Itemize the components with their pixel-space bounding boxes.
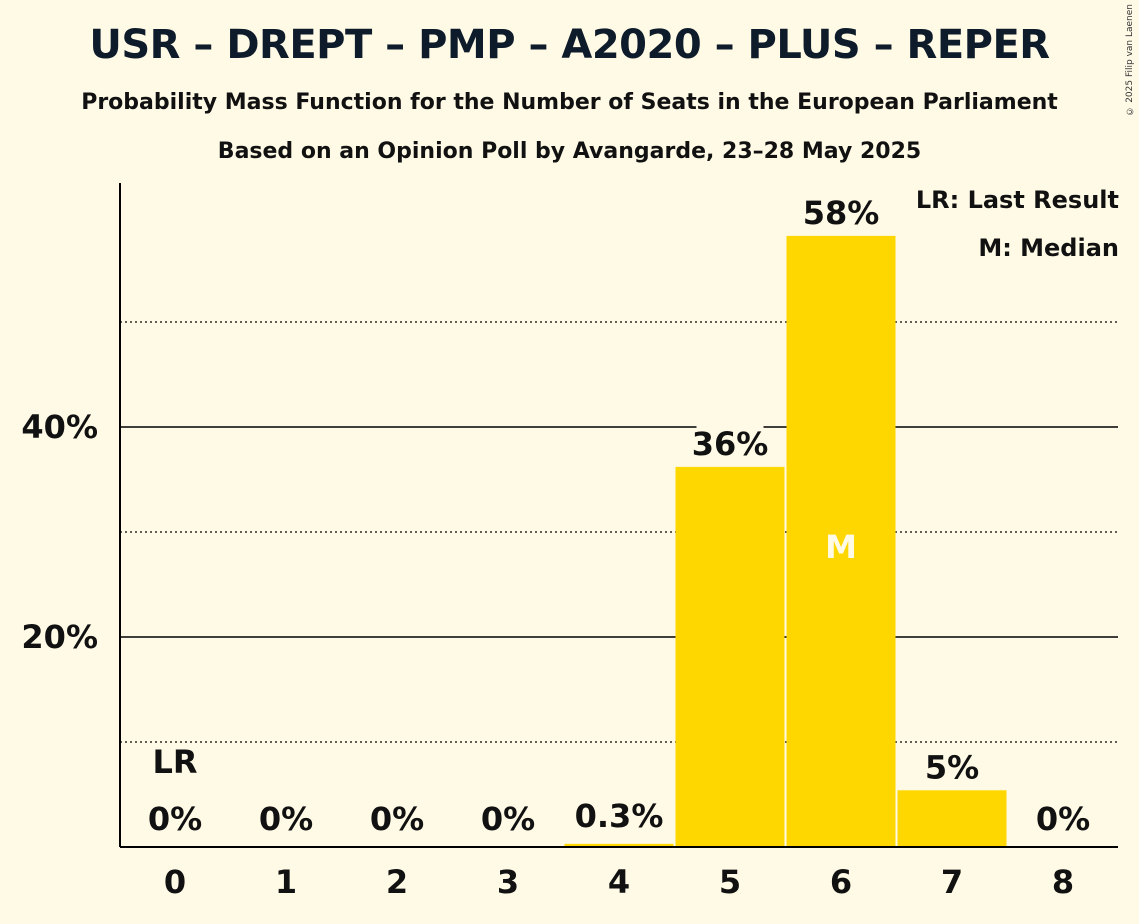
data-label: 0% <box>1036 800 1090 838</box>
data-label-bg <box>151 800 199 836</box>
data-label: 0% <box>259 800 313 838</box>
data-label-bg <box>1039 800 1087 836</box>
data-label: 0% <box>148 800 202 838</box>
x-tick-label: 7 <box>941 863 963 901</box>
data-label-bg <box>928 748 976 785</box>
bar <box>675 466 785 847</box>
data-label-bg <box>484 800 532 836</box>
chart-title: USR – DREPT – PMP – A2020 – PLUS – REPER <box>89 22 1050 68</box>
last-result-marker: LR <box>152 743 197 781</box>
legend-median: M: Median <box>978 234 1119 262</box>
y-tick-label: 20% <box>21 618 98 656</box>
data-label: 5% <box>925 748 979 786</box>
data-label-bg <box>576 797 662 833</box>
data-label: 58% <box>803 194 880 232</box>
chart-subtitle-poll: Based on an Opinion Poll by Avangarde, 2… <box>217 139 922 164</box>
x-tick-label: 8 <box>1052 863 1074 901</box>
bar <box>786 235 896 847</box>
y-tick-label: 40% <box>21 408 98 446</box>
median-marker: M <box>825 528 857 566</box>
legend-last-result: LR: Last Result <box>915 186 1119 214</box>
x-tick-label: 6 <box>830 863 852 901</box>
bar <box>897 790 1007 847</box>
x-tick-label: 5 <box>719 863 741 901</box>
data-label-bg <box>696 424 764 461</box>
data-label-bg <box>373 800 421 836</box>
chart-subtitle: Probability Mass Function for the Number… <box>81 90 1058 115</box>
data-label: 0% <box>370 800 424 838</box>
x-tick-label: 2 <box>386 863 408 901</box>
bar <box>564 843 674 847</box>
x-tick-label: 1 <box>275 863 297 901</box>
data-label-bg <box>262 800 310 836</box>
x-tick-label: 4 <box>608 863 630 901</box>
x-tick-label: 3 <box>497 863 519 901</box>
data-label: 36% <box>692 425 769 463</box>
data-label: 0.3% <box>575 797 664 835</box>
x-tick-label: 0 <box>164 863 186 901</box>
data-label-bg <box>807 193 875 230</box>
data-label: 0% <box>481 800 535 838</box>
